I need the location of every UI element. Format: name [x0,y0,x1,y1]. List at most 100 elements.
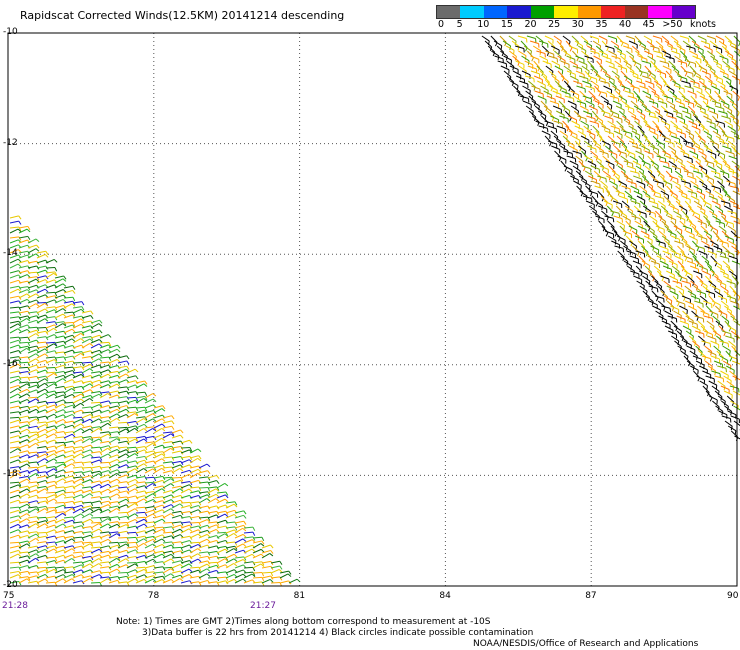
wind-barb [9,311,22,316]
wind-barb [535,120,545,129]
wind-barb [598,135,606,147]
wind-barb [700,225,709,236]
wind-barb [243,531,256,536]
wind-barb [709,140,719,149]
wind-barb [578,60,588,69]
wind-barb [72,446,85,451]
wind-barb [709,310,719,319]
wind-barb [81,368,94,374]
wind-barb [594,100,604,109]
wind-barb [569,160,579,169]
wind-barb [508,35,517,46]
wind-barb [667,215,677,224]
wind-barb [625,135,635,145]
wind-barb [630,85,640,93]
wind-barb [72,393,85,399]
wind-barb [27,238,40,244]
wind-barb [652,305,662,314]
wind-barb [117,471,130,476]
wind-barb [494,55,504,63]
wind-barb [534,90,544,98]
wind-barb [45,350,58,355]
wind-barb [63,530,76,535]
wind-barb [714,290,724,300]
wind-barb [645,295,654,306]
wind-barb [594,185,604,193]
wind-barb [553,120,564,128]
wind-barb [234,538,247,544]
wind-barb [580,135,590,145]
wind-barb [108,493,121,499]
scale-swatch-5 [554,6,578,18]
wind-barb [591,195,599,207]
wind-barb [572,65,583,73]
wind-barb [635,250,646,258]
wind-barb [81,374,94,379]
wind-barb [519,80,529,88]
scale-label: 45 [642,19,655,30]
wind-barb [135,554,148,559]
wind-barb [643,135,651,147]
wind-barb [696,290,707,298]
wind-barb [595,115,604,126]
wind-barb [99,483,112,489]
wind-barb [644,50,654,59]
wind-barb [549,85,558,95]
wind-barb [560,60,570,69]
wind-barb [695,345,703,357]
wind-barb [714,275,723,286]
wind-barb [622,215,631,225]
wind-barb [63,496,76,501]
wind-barb [252,561,265,566]
wind-barb [153,458,166,464]
wind-barb [600,95,609,105]
wind-barb [126,483,139,489]
wind-barb [171,434,184,439]
wind-barb [144,513,157,519]
wind-barb [500,65,510,74]
wind-barb [234,510,247,515]
wind-barb [553,135,562,146]
wind-barb [646,110,656,118]
wind-barb [679,35,690,43]
wind-barb [162,433,175,439]
wind-barb [667,315,678,323]
wind-barb [45,334,58,339]
wind-barb [733,220,740,225]
wind-barb [604,215,615,223]
wind-barb [614,245,625,253]
wind-barb [667,330,678,339]
wind-barb [712,300,721,309]
wind-barb [721,415,732,423]
wind-barb [288,578,301,584]
wind-barb [707,150,717,159]
wind-barb [680,265,688,277]
wind-barb [665,255,674,266]
wind-barb [717,295,728,304]
wind-barb [701,355,712,363]
wind-barb [81,543,94,549]
wind-barb [668,260,678,269]
wind-barb [527,50,534,62]
wind-barb [171,528,184,534]
wind-barb [18,543,31,549]
wind-barb [81,383,94,389]
wind-barb [234,533,247,539]
wind-barb [702,85,712,94]
wind-barb [135,423,148,429]
wind-barb [9,473,22,479]
wind-barb [707,50,716,61]
wind-barb [126,399,139,404]
wind-barb [579,75,589,83]
wind-barb [608,65,618,74]
wind-barb [712,130,721,140]
wind-barb [676,300,686,308]
wind-barb [117,360,130,365]
wind-barb [207,488,220,494]
wind-barb [727,425,737,435]
wind-barb [153,528,166,534]
wind-barb [234,527,247,534]
wind-barb [9,288,22,294]
wind-barb [530,55,540,64]
wind-barb [672,280,683,288]
